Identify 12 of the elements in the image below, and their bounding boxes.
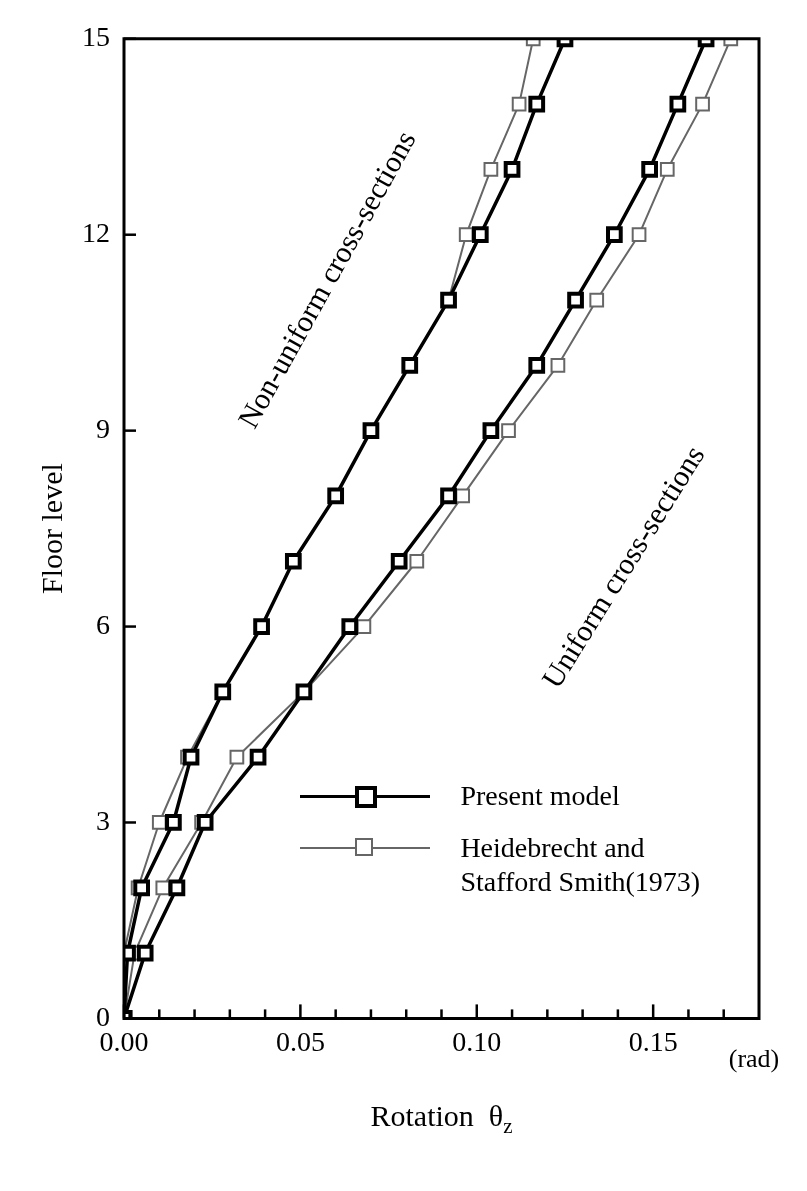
y-tick-label: 6 bbox=[96, 608, 110, 640]
text: (rad) bbox=[728, 1044, 780, 1074]
x-tick-label: 0.10 bbox=[452, 1025, 502, 1057]
y-tick-label: 3 bbox=[96, 804, 110, 836]
legend-label: Heidebrecht and Stafford Smith(1973) bbox=[460, 831, 702, 900]
y-axis-title: Floor level bbox=[34, 463, 68, 595]
y-tick-label: 9 bbox=[96, 413, 110, 444]
x-tick-label: 0.15 bbox=[628, 1025, 678, 1057]
y-tick-label: 15 bbox=[82, 21, 110, 53]
y-tick-label: 12 bbox=[82, 217, 110, 249]
legend-label: Present model bbox=[460, 779, 621, 814]
x-tick-label: 0.05 bbox=[275, 1025, 325, 1057]
